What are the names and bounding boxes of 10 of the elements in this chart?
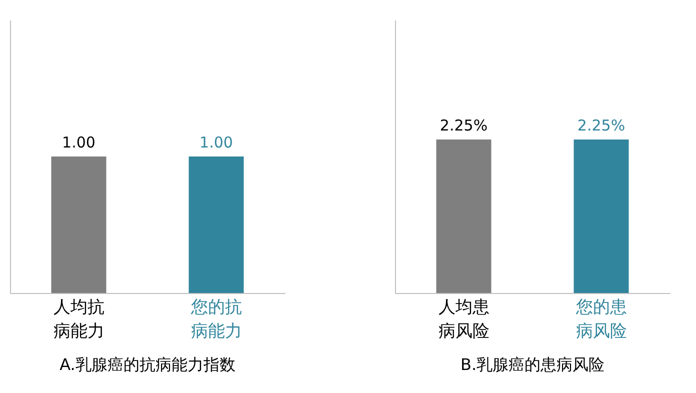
text: B.乳腺癌的患病风险 (460, 355, 605, 374)
x-tick-label: 您的患病风险 (574, 298, 627, 342)
data-label: 2.25% (577, 116, 626, 134)
x-tick-label: 人均抗病能力 (53, 298, 104, 342)
x-tick-label: 您的抗病能力 (190, 298, 242, 342)
data-label: 1.00 (62, 134, 96, 152)
text: A.乳腺癌的抗病能力指数 (60, 355, 236, 374)
data-label: 2.25% (440, 116, 488, 134)
data-label: 1.00 (200, 134, 233, 152)
x-tick-label: 人均患病风险 (438, 298, 490, 342)
